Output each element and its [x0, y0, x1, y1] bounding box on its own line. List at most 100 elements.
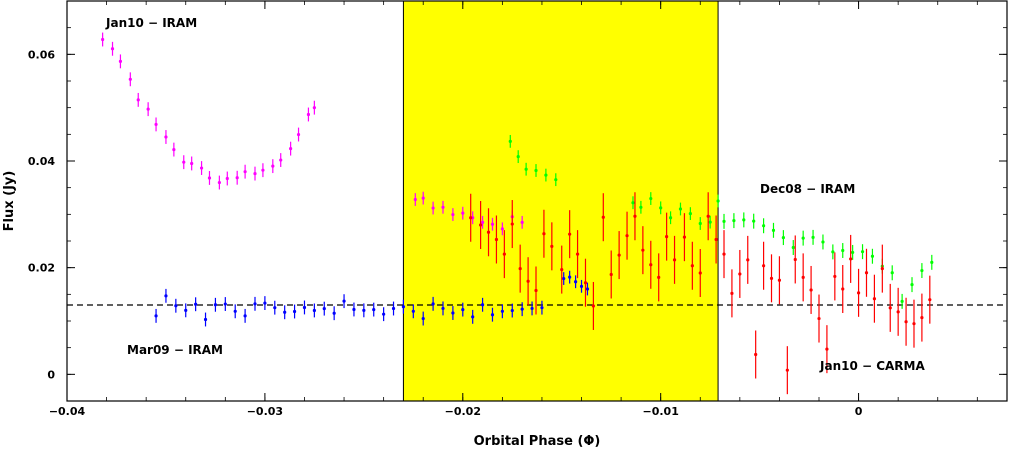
data-point [708, 220, 712, 224]
data-point [730, 291, 734, 295]
data-point [471, 315, 475, 319]
data-point [480, 303, 485, 307]
data-point [312, 308, 316, 313]
data-point [172, 147, 176, 152]
data-point [550, 244, 554, 248]
data-point [118, 59, 123, 63]
data-point [791, 245, 795, 250]
data-point [510, 308, 514, 313]
data-point [164, 135, 168, 139]
plot-frame [66, 0, 1008, 402]
data-point [283, 310, 287, 314]
data-point [872, 297, 877, 301]
data-point [510, 222, 514, 226]
annotation-jan10-carma: Jan10 − CARMA [819, 359, 925, 373]
data-point [490, 313, 495, 317]
data-point [174, 304, 178, 308]
data-point [213, 303, 218, 307]
data-points [101, 32, 934, 395]
data-point [583, 281, 588, 285]
data-point [217, 180, 221, 185]
series-3 [154, 270, 590, 327]
data-point [781, 235, 785, 240]
data-point [469, 216, 473, 220]
data-point [821, 240, 825, 244]
axes: −0.04 −0.03 −0.02 −0.01 0 0 0.02 0.04 0.06 [28, 0, 1008, 418]
data-point [207, 176, 212, 180]
shaded-region [403, 1, 719, 401]
data-point [461, 307, 465, 312]
data-point [722, 219, 726, 223]
data-point [860, 250, 865, 254]
data-point [617, 253, 621, 257]
data-point [146, 107, 150, 111]
y-axis-title: Flux (Jy) [2, 171, 17, 232]
data-point [639, 205, 643, 209]
data-point [184, 308, 188, 312]
data-point [261, 168, 265, 172]
data-point [573, 280, 578, 284]
data-point [746, 258, 750, 262]
y-tick-label: 0.02 [28, 262, 55, 275]
data-point [841, 248, 845, 253]
data-point [526, 279, 530, 283]
data-point [631, 201, 635, 205]
data-point [421, 316, 425, 321]
data-point [714, 237, 718, 242]
data-point [841, 287, 845, 291]
data-point [451, 311, 455, 315]
data-point [542, 232, 546, 236]
data-point [609, 272, 613, 277]
data-point [441, 205, 445, 209]
data-point [431, 206, 435, 210]
annotation-mar09-iram: Mar09 − IRAM [127, 343, 223, 357]
series-1 [101, 32, 524, 236]
data-point [322, 307, 326, 311]
data-point [785, 368, 789, 372]
data-point [601, 215, 605, 219]
data-point [568, 232, 572, 236]
data-point [296, 132, 301, 137]
data-point [382, 312, 386, 316]
annotation-jan10-iram: Jan10 − IRAM [105, 16, 197, 30]
data-point [490, 222, 495, 226]
data-point [413, 197, 417, 202]
data-point [225, 176, 229, 181]
data-point [668, 216, 673, 220]
data-point [312, 106, 316, 110]
x-tick-label: −0.04 [49, 405, 86, 418]
data-point [585, 287, 590, 291]
data-point [870, 254, 875, 258]
data-point [568, 275, 572, 279]
y-tick-label: 0 [47, 368, 55, 381]
data-point [575, 252, 580, 256]
data-point [856, 291, 861, 295]
data-point [480, 220, 485, 224]
data-point [777, 278, 782, 282]
data-point [401, 305, 406, 309]
data-point [754, 352, 758, 357]
data-point [761, 224, 766, 228]
data-point [411, 309, 415, 313]
data-point [233, 309, 237, 313]
data-point [849, 257, 853, 261]
data-point [520, 307, 524, 311]
data-point [271, 164, 275, 168]
data-point [263, 301, 267, 305]
data-point [809, 288, 813, 292]
data-point [534, 288, 538, 293]
data-point [910, 283, 914, 287]
y-tick-label: 0.04 [28, 155, 55, 168]
data-point [500, 309, 504, 313]
x-axis-title: Orbital Phase (Φ) [474, 434, 601, 449]
data-point [203, 317, 208, 322]
data-point [912, 322, 916, 326]
data-point [560, 267, 564, 272]
data-point [752, 219, 756, 223]
data-point [154, 122, 158, 127]
data-point [562, 276, 566, 281]
data-point [769, 276, 774, 280]
data-point [243, 170, 247, 174]
data-point [831, 250, 835, 254]
